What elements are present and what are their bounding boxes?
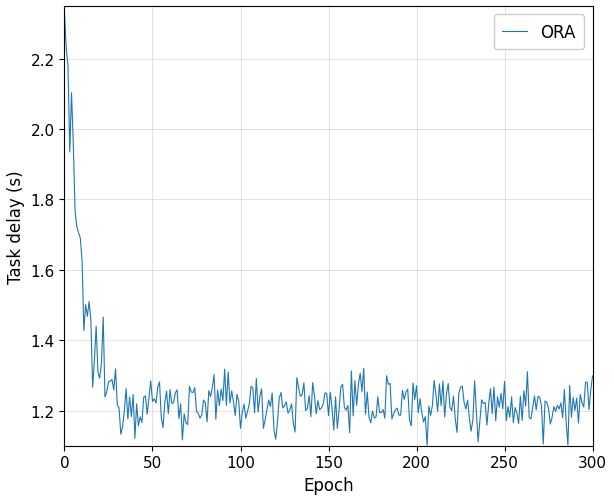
X-axis label: Epoch: Epoch [303, 476, 354, 494]
ORA [589, 373, 596, 379]
ORA [508, 394, 515, 400]
ORA [292, 429, 299, 435]
ORA [61, 11, 68, 17]
ORA [552, 408, 559, 414]
Y-axis label: Task delay (s): Task delay (s) [7, 170, 25, 283]
Legend: ORA: ORA [494, 15, 585, 50]
ORA [274, 419, 281, 425]
ORA [478, 397, 485, 403]
ORA [424, 442, 431, 448]
Line: ORA: ORA [64, 14, 593, 445]
ORA [422, 414, 429, 420]
